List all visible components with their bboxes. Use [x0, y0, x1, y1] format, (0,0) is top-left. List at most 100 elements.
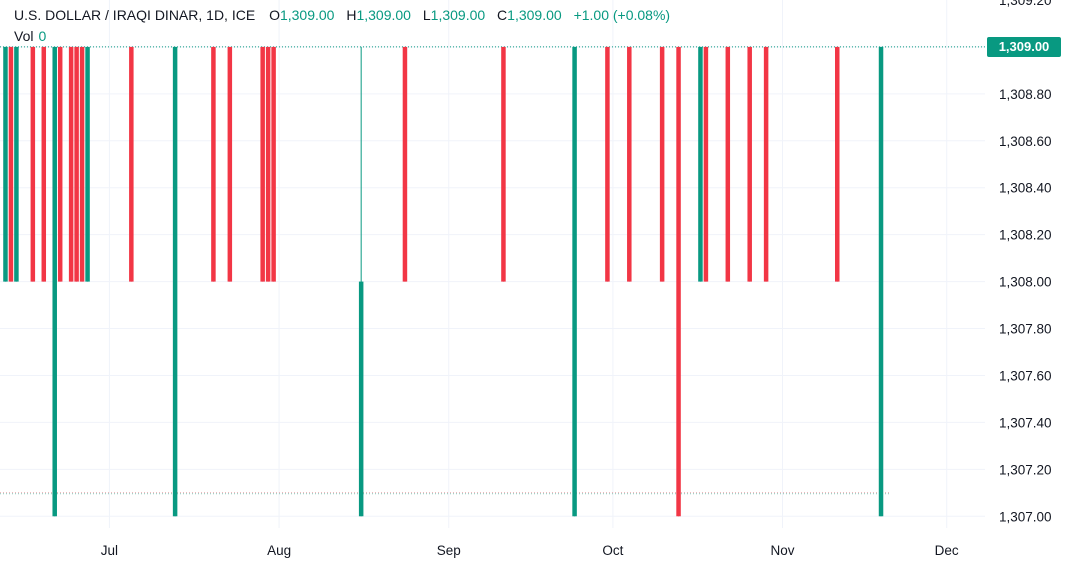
candle-body	[572, 46, 577, 517]
candle-body	[358, 281, 364, 517]
candles	[3, 46, 884, 517]
candle-body	[41, 46, 47, 282]
y-tick-label: 1,307.00	[999, 509, 1052, 524]
x-tick-label: Dec	[935, 543, 959, 558]
candle	[725, 46, 731, 282]
candle	[627, 46, 632, 282]
candle	[501, 46, 506, 282]
candle	[763, 46, 769, 282]
candle	[211, 46, 216, 282]
y-tick-label: 1,308.20	[999, 228, 1052, 243]
reference-lines	[0, 46, 985, 495]
candle-body	[79, 46, 85, 282]
candle	[703, 46, 709, 282]
candle-body	[265, 46, 271, 282]
open-label: O	[269, 7, 280, 23]
candle	[676, 46, 681, 517]
candle-body	[878, 46, 884, 517]
candle-body	[627, 46, 632, 282]
candle	[402, 46, 408, 282]
change-value: +1.00 (+0.08%)	[573, 7, 671, 23]
candle-body	[85, 46, 90, 282]
candle-body	[74, 46, 79, 282]
candle	[85, 46, 90, 282]
low-value: 1,309.00	[430, 7, 486, 23]
candle-body	[211, 46, 216, 282]
close-value: 1,309.00	[507, 7, 562, 23]
candle	[747, 46, 752, 282]
candle	[605, 46, 610, 282]
candle-body	[52, 46, 57, 517]
candle	[260, 46, 265, 282]
price-axis[interactable]: 1,309.00 1,308.80 1,308.60 1,308.40 1,308.20…	[985, 0, 1080, 528]
candle-body	[227, 46, 233, 282]
candle	[265, 46, 271, 282]
y-tick-label: 1,308.60	[999, 134, 1052, 149]
y-tick-label: 1,307.20	[999, 462, 1052, 477]
legend-volume-row: Vol 0	[14, 26, 670, 47]
candle	[41, 46, 47, 282]
candle-body	[605, 46, 610, 282]
candle	[79, 46, 85, 282]
candle-body	[30, 46, 36, 282]
high-label: H	[346, 7, 357, 23]
candle-body	[501, 46, 506, 282]
volume-label[interactable]: Vol	[14, 28, 34, 44]
x-tick-label: Oct	[602, 543, 623, 558]
y-tick-label-clipped: 1,309.20	[999, 0, 1052, 8]
candle	[358, 46, 364, 517]
low-label: L	[422, 7, 431, 23]
candle-body	[763, 46, 769, 282]
candle-body	[402, 46, 408, 282]
y-tick-label: 1,307.60	[999, 368, 1052, 383]
x-tick-label: Aug	[267, 543, 291, 558]
candle	[271, 46, 276, 282]
y-tick-label: 1,307.80	[999, 322, 1052, 337]
candle	[14, 46, 19, 282]
y-tick-label: 1,308.00	[999, 275, 1052, 290]
candle	[3, 46, 8, 282]
high-value: 1,309.00	[356, 7, 411, 23]
candle	[878, 46, 884, 517]
candle-body	[703, 46, 709, 282]
y-tick-label: 1,307.40	[999, 415, 1052, 430]
open-value: 1,309.00	[279, 7, 335, 23]
candle	[30, 46, 36, 282]
candle-body	[747, 46, 752, 282]
candle	[57, 46, 63, 282]
candle-body	[271, 46, 276, 282]
candle-body	[260, 46, 265, 282]
candle	[8, 46, 14, 282]
close-label: C	[497, 7, 508, 23]
candle	[129, 46, 134, 282]
candle-body	[659, 46, 665, 282]
candle-body	[172, 46, 178, 517]
chart-grid	[0, 0, 985, 528]
last-price-badge: 1,309.00	[987, 37, 1061, 57]
candle	[835, 46, 840, 282]
candle	[659, 46, 665, 282]
candle	[572, 46, 577, 517]
candle-body	[14, 46, 19, 282]
candle	[227, 46, 233, 282]
candle	[172, 46, 178, 517]
candle	[52, 46, 57, 517]
x-tick-label: Sep	[437, 543, 461, 558]
candle	[74, 46, 79, 282]
x-tick-label: Jul	[101, 543, 118, 558]
candle-body	[698, 46, 703, 282]
symbol-title[interactable]: U.S. DOLLAR / IRAQI DINAR, 1D, ICE	[14, 7, 256, 23]
candle-body	[57, 46, 63, 282]
candle	[68, 46, 74, 282]
candle-body	[68, 46, 74, 282]
y-tick-label: 1,308.80	[999, 87, 1052, 102]
candle-body	[3, 46, 8, 282]
candle	[698, 46, 703, 282]
volume-value: 0	[38, 28, 47, 44]
candle-body	[676, 46, 681, 517]
x-tick-label: Nov	[771, 543, 795, 558]
candle-body	[725, 46, 731, 282]
price-chart[interactable]	[0, 0, 985, 528]
time-axis[interactable]: Jul Aug Sep Oct Nov Dec	[0, 528, 985, 567]
candle-body	[129, 46, 134, 282]
